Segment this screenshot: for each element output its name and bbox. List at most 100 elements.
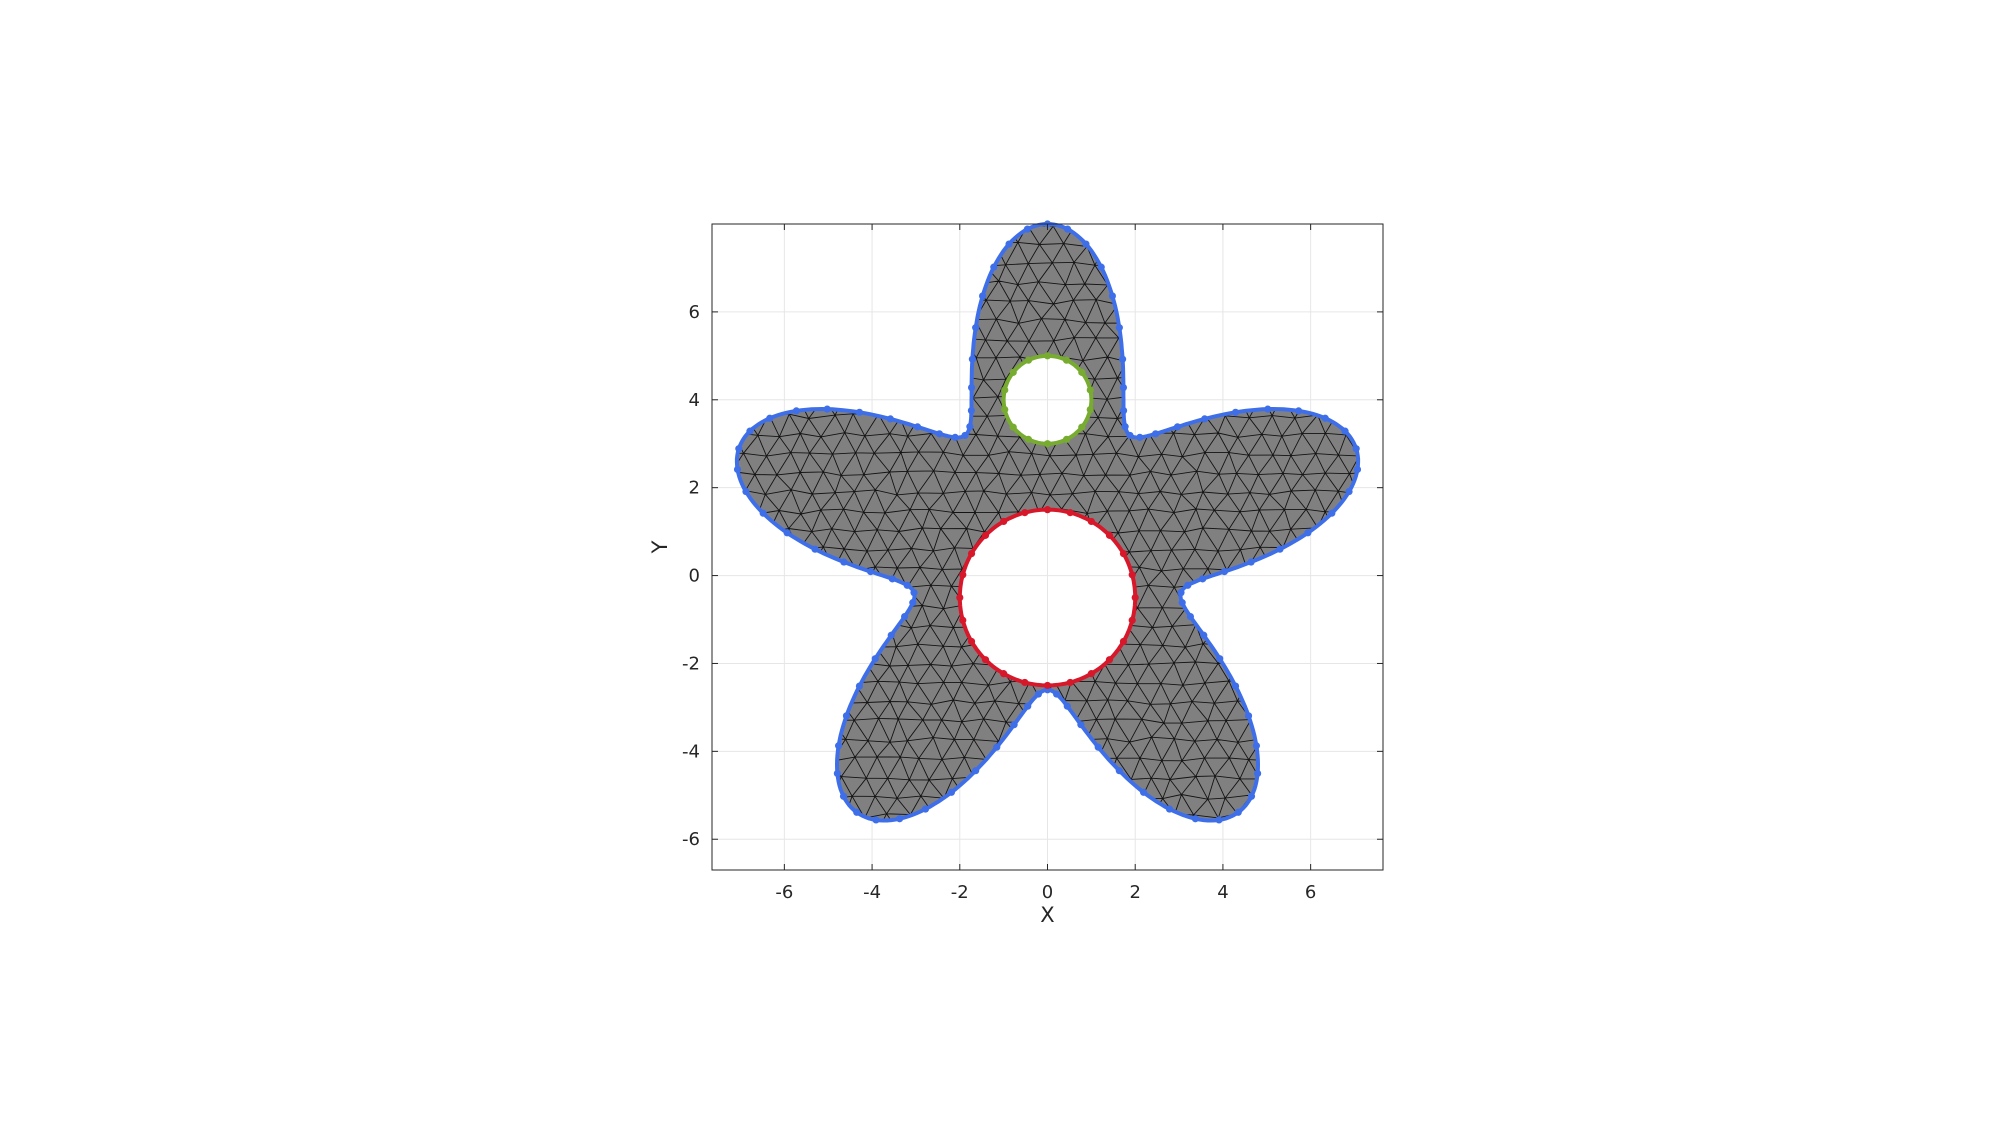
inner-hole-small-node: [1024, 356, 1033, 364]
inner-hole-small-node: [1078, 423, 1086, 431]
x-tick-label: 0: [1042, 882, 1053, 903]
outer-boundary-node: [1345, 487, 1353, 496]
outer-boundary-node: [1115, 324, 1123, 332]
outer-boundary: [733, 220, 1362, 824]
outer-boundary-node: [1118, 355, 1127, 363]
outer-boundary-node: [990, 263, 998, 271]
inner-hole-large-node: [967, 549, 976, 558]
outer-boundary-node: [896, 815, 904, 823]
inner-hole-small-node: [1001, 386, 1009, 394]
outer-boundary-node: [1023, 225, 1032, 233]
outer-boundary-node: [993, 743, 1001, 751]
outer-boundary-node: [1184, 581, 1192, 589]
outer-boundary-node: [1234, 808, 1242, 816]
outer-boundary-node: [1119, 406, 1128, 415]
outer-boundary-node: [1152, 430, 1160, 438]
inner-hole-small-node: [1043, 352, 1052, 360]
inner-hole-large-node: [1128, 571, 1136, 579]
outer-boundary-node: [1353, 465, 1362, 474]
inner-hole-small-node: [1078, 368, 1086, 376]
outer-boundary-node: [1010, 721, 1018, 729]
outer-boundary-node: [792, 407, 800, 415]
outer-boundary-node: [1165, 805, 1174, 813]
inner-hole-large-node: [1087, 670, 1095, 678]
outer-boundary-node: [1063, 702, 1071, 710]
y-tick-label: -6: [682, 829, 700, 850]
outer-boundary-node: [1295, 407, 1303, 415]
axis-ticks: -6 -4 -2 0 2 4 6 -6 -4 -2 0 2 4 6: [682, 224, 1383, 903]
outer-boundary-node: [1077, 721, 1085, 729]
outer-boundary-node: [1115, 767, 1123, 775]
outer-boundary-node: [1247, 558, 1255, 566]
outer-boundary-node: [1231, 408, 1240, 416]
outer-boundary-node: [901, 612, 909, 621]
outer-boundary-node: [1216, 655, 1224, 663]
y-tick-label: -4: [682, 741, 700, 762]
outer-boundary-node: [1173, 423, 1182, 431]
inner-hole-large-node: [959, 616, 967, 624]
inner-hole-large-node: [1066, 509, 1074, 517]
outer-boundary-node: [886, 415, 894, 423]
y-tick-label: 6: [689, 302, 700, 323]
boundary-curves: [733, 220, 1362, 824]
outer-boundary-node: [746, 427, 754, 435]
outer-boundary-node: [840, 558, 848, 566]
x-tick-label: -4: [863, 882, 881, 903]
inner-hole-large: [956, 506, 1139, 690]
y-axis-label: Y: [648, 540, 672, 554]
outer-boundary-node: [811, 545, 819, 553]
outer-boundary-node: [1119, 383, 1128, 392]
outer-boundary-node: [913, 423, 922, 431]
outer-boundary-node: [1108, 292, 1116, 300]
outer-boundary-node: [1276, 545, 1284, 553]
outer-boundary-node: [842, 712, 851, 720]
outer-boundary-node: [733, 465, 742, 474]
inner-hole-large-node: [1000, 517, 1008, 526]
outer-boundary-node: [1199, 575, 1207, 583]
inner-hole-large-node: [981, 656, 990, 664]
outer-boundary-node: [1264, 405, 1272, 413]
outer-boundary-node: [1304, 529, 1312, 537]
outer-boundary-node: [1191, 815, 1199, 823]
x-axis-label: X: [1040, 903, 1054, 927]
outer-boundary-node: [1244, 712, 1253, 720]
outer-boundary-node: [961, 431, 969, 440]
outer-boundary-node: [1186, 612, 1194, 621]
inner-hole-large-node: [1105, 656, 1114, 664]
outer-boundary-node: [1231, 682, 1240, 690]
outer-boundary-node: [1201, 415, 1209, 423]
inner-hole-small-node: [1024, 435, 1033, 443]
outer-boundary-node: [1126, 431, 1134, 440]
inner-hole-large-node: [967, 637, 976, 646]
outer-boundary-node: [742, 487, 750, 496]
y-tick-label: -2: [682, 653, 700, 674]
outer-boundary-node: [1177, 589, 1185, 597]
outer-boundary-node: [1024, 702, 1032, 710]
x-tick-label: 6: [1305, 882, 1316, 903]
outer-boundary-node: [968, 355, 977, 363]
outer-boundary-node: [1063, 225, 1072, 233]
outer-boundary-node: [1034, 690, 1043, 698]
inner-hole-small-node: [1086, 405, 1094, 414]
inner-hole-small-node: [1062, 356, 1071, 364]
inner-hole-large-node: [1105, 531, 1114, 539]
outer-boundary-node: [1005, 240, 1013, 248]
outer-boundary-node: [1178, 599, 1186, 607]
y-tick-label: 4: [689, 390, 700, 411]
outer-boundary-node: [1200, 631, 1208, 639]
outer-boundary-node: [935, 430, 943, 438]
outer-boundary-node: [967, 406, 976, 415]
inner-hole-small-node: [1086, 386, 1094, 394]
outer-boundary-node: [1082, 240, 1090, 248]
outer-boundary-node: [947, 788, 956, 796]
inner-hole-large-node: [1043, 681, 1052, 690]
y-tick-label: 0: [689, 566, 700, 587]
x-tick-label: -6: [775, 882, 793, 903]
inner-hole-large-node: [1043, 506, 1052, 514]
inner-hole-large-node: [1066, 678, 1074, 687]
outer-boundary-node: [1321, 414, 1329, 422]
inner-hole-large-node: [1119, 549, 1128, 558]
x-tick-label: 4: [1217, 882, 1228, 903]
outer-boundary-node: [1254, 769, 1262, 778]
